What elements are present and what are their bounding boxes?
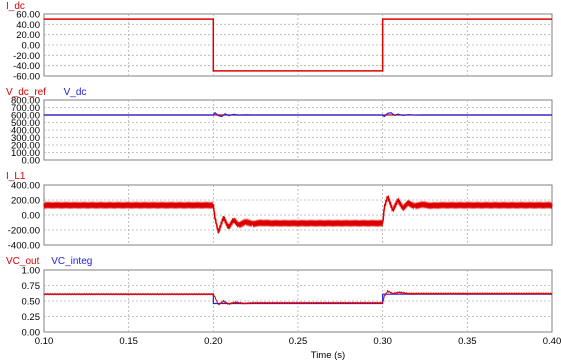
x-tick-label: 0.25 — [289, 336, 308, 347]
y-tick-label: 400.00 — [11, 126, 40, 137]
x-tick-label: 0.10 — [35, 336, 54, 347]
y-tick-label: 400.00 — [11, 181, 40, 192]
y-tick-label: 40.00 — [16, 20, 40, 31]
legend-entry: V_dc — [64, 87, 87, 98]
y-tick-label: 0.50 — [22, 297, 41, 308]
y-tick-label: 0.00 — [22, 156, 41, 167]
y-tick-label: 800.00 — [11, 96, 40, 107]
y-tick-label: 600.00 — [11, 111, 40, 122]
y-tick-label: 200.00 — [11, 196, 40, 207]
x-tick-label: 0.35 — [458, 336, 477, 347]
series-line — [44, 111, 552, 118]
y-tick-label: 20.00 — [16, 30, 40, 41]
panel-3: -400.00 -200.00 0.00 200.00 400.00I_L1 — [6, 171, 553, 252]
series-line — [44, 18, 552, 72]
y-tick-label: 0.75 — [22, 281, 41, 292]
legend-entry: VC_out — [6, 256, 40, 267]
legend-entry: I_L1 — [6, 171, 26, 182]
y-tick-label: 60.00 — [16, 10, 40, 21]
legend-entry: VC_integ — [51, 256, 92, 267]
x-axis-label: Time (s) — [311, 350, 345, 361]
y-tick-label: 1.00 — [22, 266, 41, 277]
series-line — [43, 195, 553, 234]
panel-1: -60.00-40.00-20.000.0020.0040.0060.00I_d… — [6, 1, 553, 83]
y-tick-label: 0.00 — [22, 328, 41, 339]
y-tick-label: 700.00 — [11, 103, 40, 114]
x-tick-label: 0.15 — [119, 336, 138, 347]
y-tick-label: 500.00 — [11, 118, 40, 129]
y-tick-label: -40.00 — [13, 61, 40, 72]
y-tick-label: 0.00 — [22, 211, 41, 222]
y-tick-label: -60.00 — [13, 72, 40, 83]
legend-entry: V_dc_ref — [6, 87, 46, 98]
y-tick-label: 300.00 — [11, 133, 40, 144]
y-tick-label: -200.00 — [8, 226, 40, 237]
y-tick-label: 200.00 — [11, 141, 40, 152]
y-tick-label: 0.25 — [22, 312, 41, 323]
panel-2: 0.00100.00200.00300.00400.00500.00600.00… — [6, 87, 553, 167]
y-tick-label: 100.00 — [11, 148, 40, 159]
y-tick-label: 0.00 — [22, 41, 41, 52]
legend-entry: I_dc — [6, 1, 25, 12]
y-tick-label: -400.00 — [8, 241, 40, 252]
series-line — [43, 289, 553, 306]
x-tick-label: 0.40 — [543, 336, 561, 347]
x-tick-label: 0.30 — [373, 336, 392, 347]
x-tick-label: 0.20 — [204, 336, 223, 347]
y-tick-label: -20.00 — [13, 51, 40, 62]
